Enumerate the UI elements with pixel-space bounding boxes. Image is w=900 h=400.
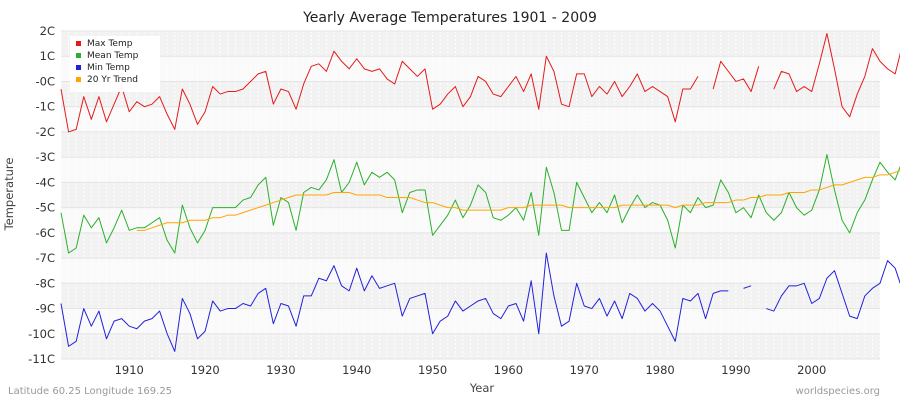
y-tick-label: -8C [36,276,56,290]
series-line-20-yr-trend [136,170,900,231]
y-tick-label: -6C [36,226,56,240]
series-line-min-temp [60,252,900,352]
legend-entry: Min Temp [87,63,130,73]
x-tick-label: 1960 [494,363,523,377]
y-tick-label: -3C [36,150,56,164]
series-line-max-temp [60,33,900,133]
y-tick-label: -0C [36,74,56,88]
y-tick-label: -10C [28,327,55,341]
y-tick-label: -5C [36,201,56,215]
y-tick-label: -11C [28,352,55,366]
x-tick-label: 2000 [797,363,826,377]
plot-band [61,81,880,107]
legend-swatch [76,77,81,82]
x-tick-label: 1940 [342,363,371,377]
y-tick-label: -2C [36,125,56,139]
y-tick-label: -1C [36,100,56,114]
x-axis-label: Year [469,381,495,395]
x-tick-label: 1920 [190,363,219,377]
y-tick-label: -9C [36,302,56,316]
y-tick-labels: 2C 1C -0C -1C -2C -3C -4C -5C -6C -7C -8C -9C -10C -1… [28,24,55,366]
x-tick-label: 1980 [645,363,674,377]
x-tick-label: 1970 [570,363,599,377]
series-line-mean-temp [60,154,900,254]
legend-swatch [76,41,81,46]
legend-entry: 20 Yr Trend [87,75,138,85]
y-tick-label: 2C [40,24,55,38]
x-tick-label: 1910 [115,363,144,377]
y-tick-label: -7C [36,251,56,265]
y-tick-label: 1C [40,49,55,63]
y-tick-label: -4C [36,175,56,189]
x-tick-label: 1950 [418,363,447,377]
legend-swatch [76,53,81,58]
chart-title: Yearly Average Temperatures 1901 - 2009 [302,10,597,26]
plot-band [61,232,880,259]
legend-box [70,36,160,92]
x-tick-labels: 1910 1920 1930 1940 1950 1960 1970 1980 1990 2000 [115,363,827,377]
x-tick-label: 1990 [721,363,750,377]
site-footer: worldspecies.org [796,386,880,397]
plot-band [61,157,880,183]
vertical-gridlines [60,31,881,359]
series-lines [60,33,900,352]
legend-entry: Max Temp [87,39,133,49]
legend: Max Temp Mean Temp Min Temp 20 Yr Trend [70,36,160,92]
y-axis-label: Temperature [2,158,16,232]
x-tick-label: 1930 [266,363,295,377]
location-footer: Latitude 60.25 Longitude 169.25 [8,386,172,397]
legend-swatch [76,65,81,70]
legend-entry: Mean Temp [87,51,139,61]
